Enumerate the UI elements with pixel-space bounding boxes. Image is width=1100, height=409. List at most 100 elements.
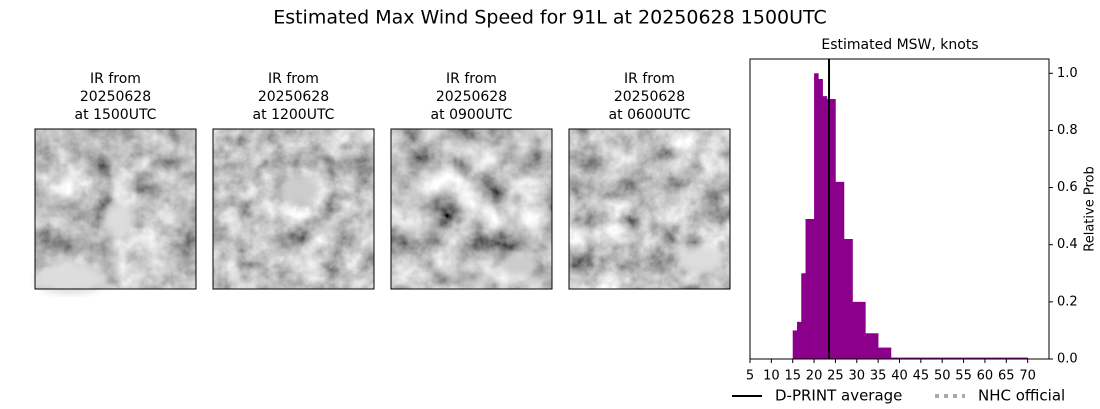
bar [882,347,887,359]
bar [946,357,952,359]
x-tick-label: 40 [891,369,908,384]
bar [933,357,939,359]
bar [895,357,900,359]
ir-frame [568,128,731,290]
bar [796,321,802,359]
bar [908,357,913,359]
panel-label: at 0900UTC [431,107,513,123]
ir-images [34,128,731,294]
panel-label: IR from [268,71,319,87]
bar [976,357,981,359]
bar [912,357,917,359]
chart-title: Estimated Max Wind Speed for 91L at 2025… [273,7,827,29]
bar [1023,357,1028,359]
bar [1010,357,1016,359]
bar [980,357,986,359]
bar [878,347,883,359]
panel-label: at 1200UTC [253,107,335,123]
x-tick-label: 55 [955,369,972,384]
ir-cloud [102,204,132,234]
bar [805,219,811,359]
panel-label: 20250628 [614,89,685,105]
bar [899,357,905,359]
panel-label: 20250628 [436,89,507,105]
bar [809,219,815,359]
bar [792,330,798,359]
bar [818,79,823,359]
panel-label: at 0600UTC [609,107,691,123]
legend-label: NHC official [978,387,1065,405]
panel-label: 20250628 [80,89,151,105]
ir-image [213,129,374,289]
x-tick-label: 35 [870,369,887,384]
bar [873,333,879,359]
ir-cloud [502,253,538,277]
ir-cloud [280,176,320,204]
bar [920,357,926,359]
bar [831,99,836,359]
bar [984,357,990,359]
bar [856,301,862,359]
bar [835,181,840,359]
bar [886,347,892,359]
bar [839,181,845,359]
bar [814,73,819,360]
bar [1002,357,1007,359]
ir-frame [390,128,553,290]
bar [989,357,994,359]
bar [963,357,969,359]
bar [843,239,849,359]
bar [869,333,875,359]
bar [929,357,934,359]
bar [959,357,964,359]
bar [1006,357,1011,359]
y-tick-label: 0.6 [1057,180,1078,195]
bar [852,301,858,359]
bar [1014,357,1020,359]
ir-frame [34,128,197,290]
x-tick-label: 15 [784,369,801,384]
bar [937,357,943,359]
bar [801,273,806,359]
bar [865,333,870,359]
bar [1019,357,1024,359]
bar [916,357,922,359]
bar [950,357,956,359]
bar [955,357,960,359]
legend-label: D-PRINT average [775,387,902,405]
y-tick-label: 0.2 [1057,294,1078,309]
bar [903,357,909,359]
x-tick-label: 10 [763,369,780,384]
x-tick-label: 30 [849,369,866,384]
y-tick-label: 1.0 [1057,66,1078,81]
x-tick-label: 45 [913,369,930,384]
panel-label: IR from [624,71,675,87]
bar [861,301,866,359]
ir-frame [212,128,375,290]
bar [993,357,999,359]
x-tick-label: 70 [1019,369,1036,384]
ir-cloud [35,266,105,294]
x-tick-label: 60 [977,369,994,384]
plot-frame [749,58,1050,360]
bar [942,357,947,359]
bar [848,239,853,359]
x-tick-label: 50 [934,369,951,384]
bar [972,357,977,359]
ir-cloud [678,246,722,274]
bar [822,96,828,360]
bar [967,357,973,359]
y-tick-label: 0.4 [1057,237,1078,252]
panel-label: IR from [90,71,141,87]
x-tick-label: 65 [998,369,1015,384]
bar [997,357,1003,359]
bar [890,357,896,359]
x-tick-label: 5 [746,369,754,384]
panel-label: 20250628 [258,89,329,105]
y-axis-label: Relative Prob [1083,166,1098,251]
x-tick-label: 20 [806,369,823,384]
subtitle: Estimated MSW, knots [821,37,978,53]
y-tick-label: 0.0 [1057,352,1078,367]
bar [925,357,930,359]
